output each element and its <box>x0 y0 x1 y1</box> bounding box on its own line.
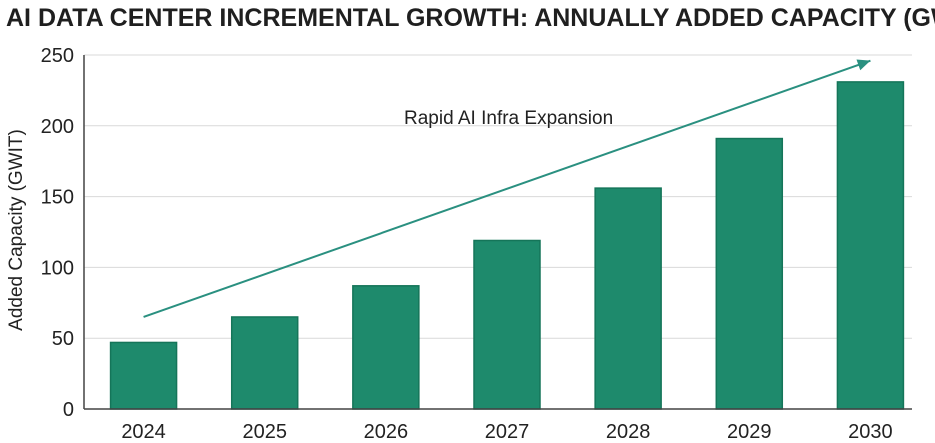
y-tick-label: 50 <box>52 328 74 350</box>
bars <box>109 81 905 410</box>
bar-2030 <box>836 81 905 410</box>
x-tick-label: 2026 <box>364 421 409 443</box>
y-axis-label: Added Capacity (GWIT) <box>6 129 27 331</box>
bar-2029 <box>715 137 784 410</box>
trend-arrow-head <box>856 59 871 71</box>
x-tick-label: 2024 <box>121 421 166 443</box>
bar-2028 <box>594 187 662 410</box>
chart-title: AI DATA CENTER INCREMENTAL GROWTH: ANNUA… <box>6 4 935 32</box>
annotation: Rapid AI Infra Expansion <box>143 59 871 318</box>
y-tick-label: 0 <box>63 399 74 421</box>
tick-labels: 0 50 100 150 200 250 2024 2025 2026 2027 2028 2029 2… <box>41 45 893 443</box>
bar-2024 <box>109 341 178 410</box>
x-tick-label: 2025 <box>242 421 287 443</box>
bar-2026 <box>352 285 420 410</box>
bar-2027 <box>473 239 541 410</box>
axes <box>83 55 912 410</box>
y-tick-label: 250 <box>41 45 74 67</box>
bar-2025 <box>230 316 299 410</box>
trend-arrow-line <box>143 59 871 318</box>
annotation-label: Rapid AI Infra Expansion <box>404 108 613 129</box>
x-tick-label: 2030 <box>848 421 893 443</box>
x-tick-label: 2029 <box>727 421 772 443</box>
y-tick-label: 200 <box>41 116 74 138</box>
x-tick-label: 2028 <box>606 421 651 443</box>
y-tick-label: 100 <box>41 257 74 279</box>
y-tick-label: 150 <box>41 187 74 209</box>
x-tick-label: 2027 <box>485 421 530 443</box>
